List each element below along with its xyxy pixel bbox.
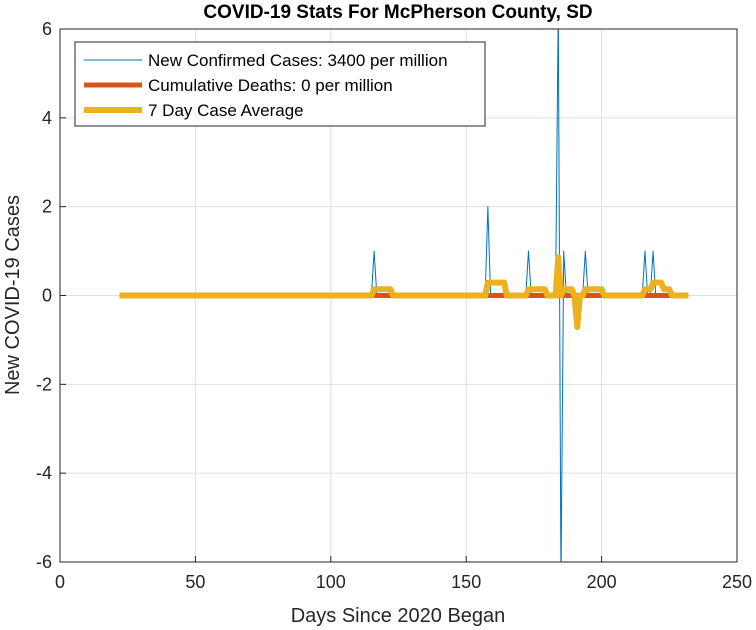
legend-label-cumulative-deaths: Cumulative Deaths: 0 per million (148, 76, 393, 95)
x-tick-label: 150 (451, 572, 481, 592)
x-tick-label: 50 (185, 572, 205, 592)
legend: New Confirmed Cases: 3400 per million Cu… (74, 41, 486, 127)
chart-title: COVID-19 Stats For McPherson County, SD (203, 2, 592, 23)
y-tick-label: 0 (42, 286, 52, 306)
x-tick-label: 0 (55, 572, 65, 592)
y-tick-label: 4 (42, 108, 52, 128)
x-tick-label: 200 (587, 572, 617, 592)
legend-label-new-cases: New Confirmed Cases: 3400 per million (148, 51, 448, 70)
x-tick-label: 250 (722, 572, 752, 592)
series-area (119, 29, 689, 562)
y-tick-label: -6 (36, 552, 52, 572)
y-tick-label: -2 (36, 374, 52, 394)
y-tick-label: -4 (36, 463, 52, 483)
legend-label-7-day-average: 7 Day Case Average (148, 101, 304, 120)
x-tick-label: 100 (316, 572, 346, 592)
y-axis-label: New COVID-19 Cases (2, 195, 24, 395)
legend-box (74, 41, 486, 127)
seven-day-average-line (119, 254, 689, 331)
y-tick-label: 6 (42, 19, 52, 39)
series-group (119, 29, 689, 562)
y-tick-label: 2 (42, 197, 52, 217)
x-axis-label: Days Since 2020 Began (291, 605, 506, 627)
tick-labels: 0 50 100 150 200 250 -6 -4 -2 0 2 4 6 (36, 19, 752, 592)
